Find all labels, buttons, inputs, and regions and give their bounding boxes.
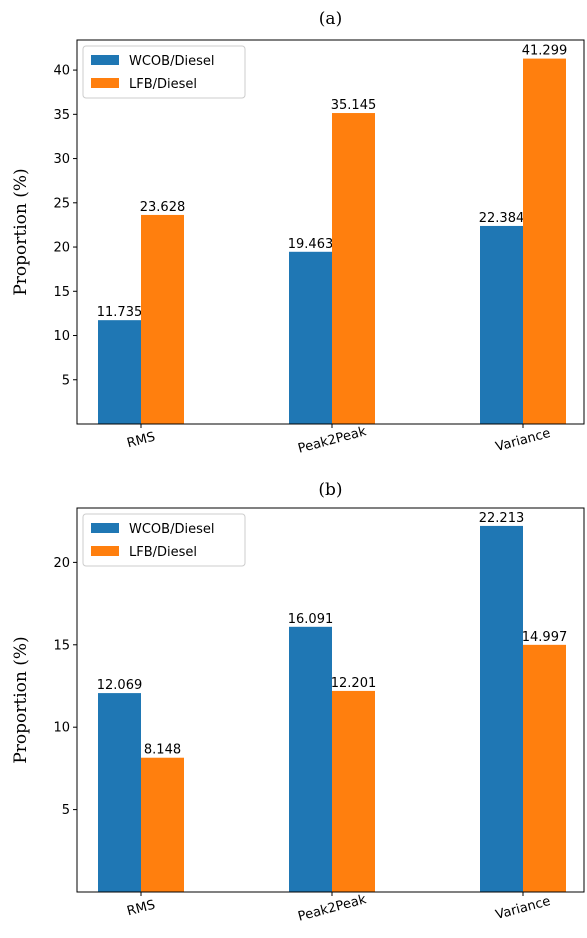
panel-title: (b) [318, 480, 342, 500]
data-label: 22.384 [479, 211, 525, 226]
bar-wcob-diesel-rms [98, 320, 141, 424]
legend-label: WCOB/Diesel [129, 54, 214, 69]
x-tick-label: Variance [494, 426, 552, 455]
legend: WCOB/Diesel LFB/Diesel [82, 513, 246, 567]
data-label: 12.069 [97, 678, 143, 693]
bar-lfb-diesel-rms [141, 757, 184, 892]
bar-lfb-diesel-peak2peak [332, 690, 375, 892]
y-tick-label: 5 [62, 803, 70, 818]
legend-label: LFB/Diesel [129, 545, 197, 560]
chart-panel-b: (b) 12.069 8.148 RMS 16.091 12.201 Peak2Peak 22… [11, 480, 585, 925]
y-axis-title: Proportion (%) [11, 168, 31, 295]
data-label: 35.145 [331, 98, 377, 113]
data-label: 22.213 [479, 511, 525, 526]
legend-label: WCOB/Diesel [129, 522, 214, 537]
bar-lfb-diesel-rms [141, 214, 184, 424]
bar-lfb-diesel-peak2peak [332, 113, 375, 424]
data-label: 11.735 [97, 305, 143, 320]
y-tick-label: 40 [53, 64, 70, 79]
y-tick-label: 10 [53, 721, 70, 736]
y-tick-label: 15 [53, 638, 70, 653]
bar-lfb-diesel-variance [523, 644, 566, 892]
x-tick-label: RMS [125, 430, 156, 452]
bar-wcob-diesel-variance [480, 525, 523, 892]
y-tick-label: 35 [53, 108, 70, 123]
y-tick-label: 20 [53, 241, 70, 256]
y-tick-label: 10 [53, 329, 70, 344]
bar-wcob-diesel-rms [98, 693, 141, 892]
data-label: 19.463 [288, 237, 334, 252]
y-tick-label: 15 [53, 285, 70, 300]
legend-swatch [91, 55, 119, 65]
legend-swatch [91, 523, 119, 533]
legend-box [82, 45, 246, 99]
legend: WCOB/Diesel LFB/Diesel [82, 45, 246, 99]
x-tick-label: Variance [494, 894, 552, 923]
data-label: 12.201 [331, 676, 377, 691]
bar-wcob-diesel-peak2peak [289, 251, 332, 424]
x-tick-label: Peak2Peak [296, 424, 368, 457]
legend-label: LFB/Diesel [129, 77, 197, 92]
y-tick-label: 20 [53, 556, 70, 571]
legend-swatch [91, 546, 119, 556]
bar-lfb-diesel-variance [523, 58, 566, 425]
y-tick-label: 5 [62, 373, 70, 388]
data-label: 41.299 [522, 44, 568, 59]
legend-swatch [91, 78, 119, 88]
x-tick-label: RMS [125, 898, 156, 920]
plot-frame [76, 39, 585, 425]
panel-title: (a) [319, 9, 342, 29]
data-label: 14.997 [522, 630, 568, 645]
data-label: 8.148 [144, 743, 181, 758]
y-tick-label: 30 [53, 152, 70, 167]
bar-wcob-diesel-peak2peak [289, 626, 332, 892]
y-axis-title: Proportion (%) [11, 636, 31, 763]
legend-box [82, 513, 246, 567]
plot-frame [76, 507, 585, 893]
data-label: 23.628 [140, 200, 186, 215]
data-label: 16.091 [288, 612, 334, 627]
bar-wcob-diesel-variance [480, 225, 523, 424]
chart-panel-a: (a) 11.735 23.628 RMS 19.463 35.145 Peak2Peak 2… [11, 9, 585, 457]
y-tick-label: 25 [53, 196, 70, 211]
x-tick-label: Peak2Peak [296, 892, 368, 925]
